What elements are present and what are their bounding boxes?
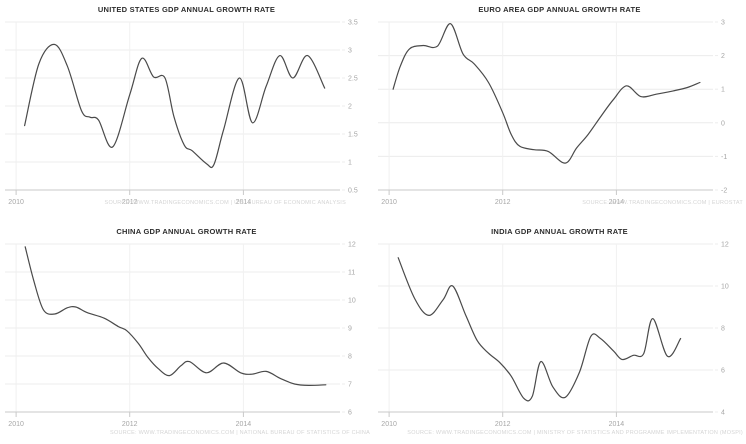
chart-title: CHINA GDP ANNUAL GROWTH RATE [116,227,257,236]
svg-text:3: 3 [721,20,725,27]
line-chart: 3 2 1 0 -1 -2 2010 2012 2014 [378,20,727,206]
line-chart: 3.5 3 2.5 2 1.5 1 0.5 2010 2012 2014 [5,20,358,206]
svg-text:2: 2 [348,104,352,111]
svg-text:12: 12 [721,242,729,249]
svg-text:7: 7 [348,382,352,389]
line-chart: 12 11 10 9 8 7 6 2010 2012 2014 [5,242,356,428]
svg-text:2012: 2012 [495,421,511,428]
svg-text:10: 10 [348,298,356,305]
chart-title: INDIA GDP ANNUAL GROWTH RATE [491,227,628,236]
svg-text:6: 6 [348,410,352,417]
line-chart: 12 10 8 6 4 2010 2012 2014 [378,242,729,428]
svg-text:8: 8 [721,326,725,333]
source-attribution: SOURCE: WWW.TRADINGECONOMICS.COM | EUROS… [582,200,743,206]
svg-text:2: 2 [721,53,725,60]
svg-text:2010: 2010 [381,421,397,428]
svg-text:3.5: 3.5 [348,20,358,27]
svg-text:8: 8 [348,354,352,361]
chart-panel-india: INDIA GDP ANNUAL GROWTH RATE 12 10 8 6 4 2010… [373,222,746,444]
source-attribution: SOURCE: WWW.TRADINGECONOMICS.COM | U.S. … [104,200,346,206]
svg-text:2.5: 2.5 [348,76,358,83]
svg-text:2010: 2010 [8,199,24,206]
chart-panel-china: CHINA GDP ANNUAL GROWTH RATE 12 11 10 9 8 7 6 2… [0,222,373,444]
chart-title: UNITED STATES GDP ANNUAL GROWTH RATE [97,5,276,14]
svg-text:3: 3 [348,48,352,55]
svg-text:12: 12 [348,242,356,249]
svg-text:9: 9 [348,326,352,333]
svg-text:-2: -2 [721,188,727,195]
svg-text:2012: 2012 [495,199,511,206]
svg-text:2014: 2014 [236,421,252,428]
source-attribution: SOURCE: WWW.TRADINGECONOMICS.COM | NATIO… [110,430,370,436]
svg-text:2014: 2014 [609,199,625,206]
svg-text:11: 11 [348,270,355,277]
svg-text:-1: -1 [721,154,727,161]
svg-text:6: 6 [721,368,725,375]
svg-text:1: 1 [348,160,352,167]
svg-text:2010: 2010 [8,421,24,428]
svg-text:2014: 2014 [236,199,252,206]
svg-text:1: 1 [721,87,725,94]
svg-text:2014: 2014 [609,421,625,428]
svg-text:1.5: 1.5 [348,132,358,139]
svg-text:2012: 2012 [122,199,138,206]
svg-text:10: 10 [721,284,729,291]
svg-text:4: 4 [721,410,725,417]
chart-title: EURO AREA GDP ANNUAL GROWTH RATE [478,5,641,14]
svg-text:0.5: 0.5 [348,188,358,195]
svg-text:0: 0 [721,120,725,127]
source-attribution: SOURCE: WWW.TRADINGECONOMICS.COM | MINIS… [407,430,743,436]
svg-text:2010: 2010 [381,199,397,206]
chart-panel-united-states: UNITED STATES GDP ANNUAL GROWTH RATE 3.5… [0,0,373,222]
svg-text:2012: 2012 [122,421,138,428]
chart-panel-euro-area: EURO AREA GDP ANNUAL GROWTH RATE 3 2 1 0 -1 -… [373,0,746,222]
